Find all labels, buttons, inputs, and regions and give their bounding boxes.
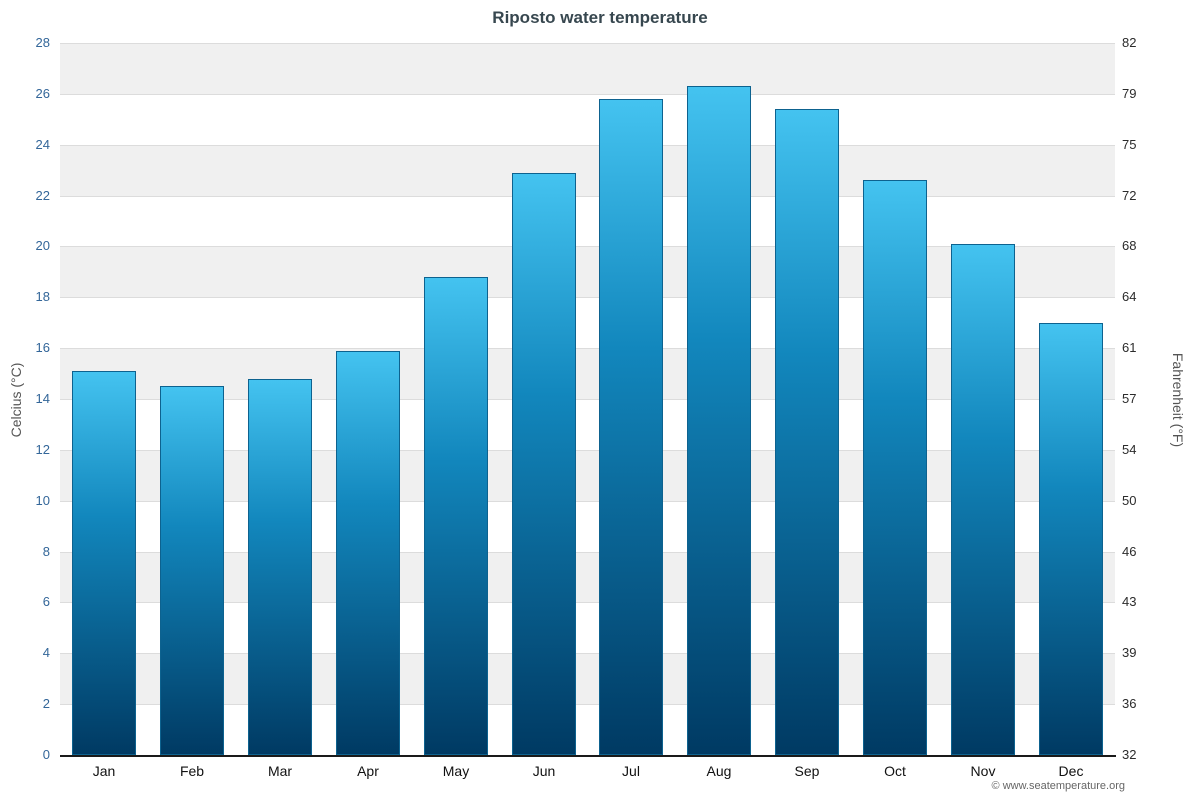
y-tick-celsius: 20	[35, 238, 50, 253]
bar-sep	[775, 109, 839, 755]
x-tick-dec: Dec	[1058, 763, 1084, 779]
y-tick-celsius: 26	[35, 86, 50, 101]
gridline	[60, 602, 1115, 603]
bar-feb	[160, 386, 224, 755]
y-tick-fahrenheit: 61	[1122, 340, 1137, 355]
y-tick-celsius: 8	[42, 544, 50, 559]
chart-title: Riposto water temperature	[492, 8, 708, 27]
gridline	[60, 704, 1115, 705]
y-tick-fahrenheit: 43	[1122, 594, 1137, 609]
plot-band	[60, 449, 1115, 501]
gridline	[60, 196, 1115, 197]
plot-band	[60, 500, 1115, 552]
bar-may	[424, 277, 488, 755]
gridline	[60, 43, 1115, 44]
y-tick-fahrenheit: 68	[1122, 238, 1137, 253]
plot-band	[60, 704, 1115, 755]
bar-nov	[951, 244, 1015, 755]
plot-band	[60, 246, 1115, 298]
plot-band	[60, 43, 1115, 94]
y-tick-fahrenheit: 46	[1122, 544, 1137, 559]
y-tick-fahrenheit: 64	[1122, 289, 1137, 304]
bar-mar	[248, 379, 312, 755]
plot-band	[60, 348, 1115, 399]
gridline	[60, 399, 1115, 400]
y-tick-celsius: 10	[35, 493, 50, 508]
y-tick-fahrenheit: 72	[1122, 188, 1137, 203]
gridline	[60, 94, 1115, 95]
gridline	[60, 348, 1115, 349]
gridline	[60, 501, 1115, 502]
x-axis-line	[60, 755, 1116, 757]
plot-area	[60, 43, 1115, 755]
copyright-text: © www.seatemperature.org	[991, 780, 1125, 792]
y-tick-celsius: 14	[35, 391, 50, 406]
y-axis-title-fahrenheit: Fahrenheit (°F)	[1170, 352, 1186, 448]
bar-apr	[336, 351, 400, 755]
x-tick-mar: Mar	[267, 763, 293, 779]
x-tick-feb: Feb	[179, 763, 205, 779]
y-tick-celsius: 16	[35, 340, 50, 355]
plot-band	[60, 144, 1115, 196]
gridline	[60, 552, 1115, 553]
y-tick-fahrenheit: 50	[1122, 493, 1137, 508]
gridline	[60, 145, 1115, 146]
y-tick-fahrenheit: 39	[1122, 645, 1137, 660]
x-tick-jul: Jul	[622, 763, 640, 779]
y-tick-fahrenheit: 57	[1122, 391, 1137, 406]
y-tick-celsius: 4	[42, 645, 50, 660]
x-tick-aug: Aug	[706, 763, 732, 779]
plot-band	[60, 93, 1115, 145]
y-tick-celsius: 18	[35, 289, 50, 304]
y-tick-fahrenheit: 79	[1122, 86, 1137, 101]
plot-band	[60, 653, 1115, 705]
y-tick-fahrenheit: 82	[1122, 35, 1137, 50]
x-tick-sep: Sep	[794, 763, 820, 779]
x-tick-oct: Oct	[884, 763, 906, 779]
plot-band	[60, 399, 1115, 450]
bar-jul	[599, 99, 663, 755]
y-tick-celsius: 6	[42, 594, 50, 609]
x-tick-jan: Jan	[92, 763, 116, 779]
y-tick-fahrenheit: 36	[1122, 696, 1137, 711]
bar-dec	[1039, 323, 1103, 755]
x-tick-jun: Jun	[532, 763, 556, 779]
y-tick-celsius: 2	[42, 696, 50, 711]
gridline	[60, 450, 1115, 451]
plot-band	[60, 195, 1115, 247]
y-tick-fahrenheit: 54	[1122, 442, 1137, 457]
y-tick-celsius: 12	[35, 442, 50, 457]
gridline	[60, 297, 1115, 298]
x-tick-apr: Apr	[357, 763, 379, 779]
y-tick-fahrenheit: 32	[1122, 747, 1137, 762]
plot-band	[60, 602, 1115, 654]
bar-oct	[863, 180, 927, 755]
bar-aug	[687, 86, 751, 755]
plot-band	[60, 297, 1115, 349]
y-tick-celsius: 24	[35, 137, 50, 152]
y-tick-fahrenheit: 75	[1122, 137, 1137, 152]
y-tick-celsius: 28	[35, 35, 50, 50]
y-tick-celsius: 0	[42, 747, 50, 762]
y-tick-celsius: 22	[35, 188, 50, 203]
gridline	[60, 246, 1115, 247]
bar-jan	[72, 371, 136, 755]
x-tick-may: May	[442, 763, 470, 779]
bar-jun	[512, 173, 576, 755]
gridline	[60, 653, 1115, 654]
x-tick-nov: Nov	[970, 763, 996, 779]
plot-band	[60, 551, 1115, 603]
